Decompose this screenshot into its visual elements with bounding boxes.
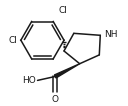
Text: Cl: Cl [8, 36, 17, 45]
Polygon shape [54, 64, 80, 78]
Text: Cl: Cl [58, 6, 67, 15]
Text: NH: NH [104, 30, 118, 39]
Text: HO: HO [22, 76, 36, 85]
Text: O: O [52, 95, 59, 104]
